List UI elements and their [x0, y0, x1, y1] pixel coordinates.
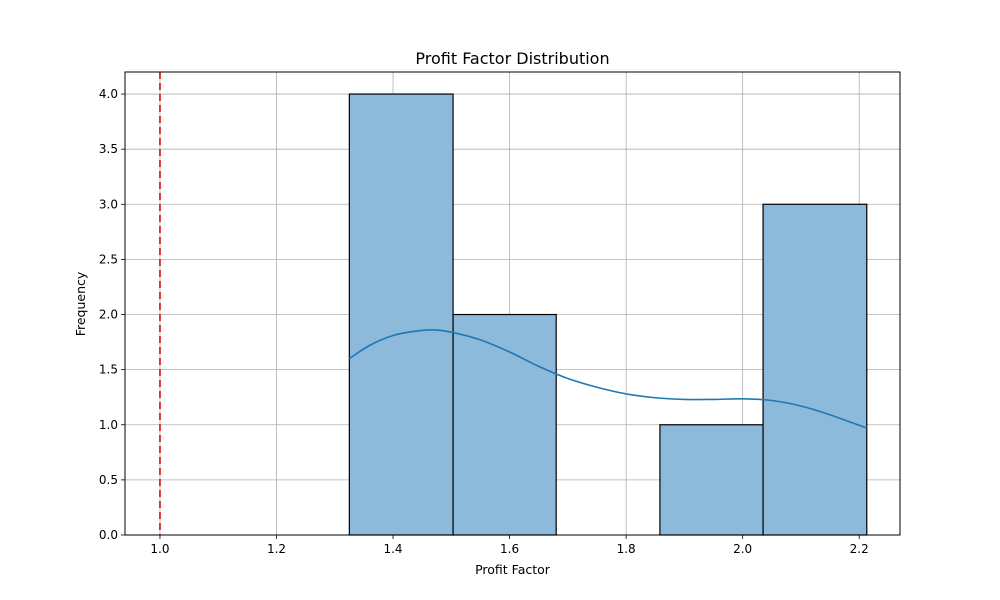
x-axis-label: Profit Factor: [475, 562, 551, 577]
y-tick-label: 3.0: [99, 197, 118, 211]
histogram-bar: [348, 93, 454, 536]
x-tick-label: 1.0: [150, 542, 169, 556]
kde-layer: [348, 329, 868, 429]
y-tick-label: 1.0: [99, 418, 118, 432]
histogram-bar: [452, 313, 557, 536]
x-tick-label: 1.8: [617, 542, 636, 556]
y-tick-label: 1.5: [99, 363, 118, 377]
histogram-bar: [659, 424, 764, 536]
y-tick-label: 2.0: [99, 308, 118, 322]
y-ticks: 0.0 0.5 1.0 1.5 2.0 2.5 3.0 3.5 4.0: [99, 87, 125, 542]
y-tick-label: 0.0: [99, 528, 118, 542]
x-tick-label: 1.2: [267, 542, 286, 556]
y-tick-label: 4.0: [99, 87, 118, 101]
kde-curve: [348, 329, 868, 429]
y-tick-label: 0.5: [99, 473, 118, 487]
x-ticks: 1.0 1.2 1.4 1.6 1.8 2.0 2.2: [150, 535, 869, 556]
chart-title: Profit Factor Distribution: [415, 49, 609, 68]
plot-frame: [124, 71, 901, 536]
y-tick-label: 3.5: [99, 142, 118, 156]
x-tick-label: 1.4: [383, 542, 402, 556]
histogram-bar: [762, 203, 868, 536]
y-tick-label: 2.5: [99, 252, 118, 266]
bars-layer: [348, 93, 868, 536]
x-tick-label: 2.2: [850, 542, 869, 556]
x-tick-label: 1.6: [500, 542, 519, 556]
x-tick-label: 2.0: [733, 542, 752, 556]
y-axis-label: Frequency: [73, 271, 88, 336]
